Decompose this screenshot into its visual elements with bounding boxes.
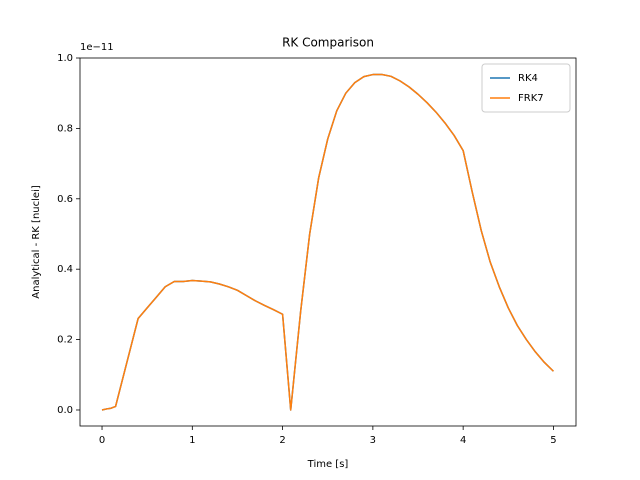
x-tick-label: 5 (550, 435, 556, 446)
x-axis-label: Time [s] (307, 459, 349, 470)
legend-label: RK4 (518, 73, 538, 84)
y-tick-label: 0.4 (57, 264, 73, 275)
y-tick-label: 0.6 (57, 194, 73, 205)
y-tick-label: 0.8 (57, 123, 73, 134)
legend-label: FRK7 (518, 93, 544, 104)
y-offset-label: 1e−11 (80, 42, 114, 53)
y-tick-label: 1.0 (57, 53, 73, 64)
plot-frame (79, 57, 577, 427)
y-tick-label: 0.2 (57, 335, 73, 346)
data-line (101, 73, 554, 411)
data-line (101, 73, 554, 411)
x-tick-label: 3 (370, 435, 376, 446)
chart-title: RK Comparison (282, 36, 374, 50)
x-tick-label: 0 (99, 435, 105, 446)
y-axis-label: Analytical - RK [nuclei] (31, 185, 42, 299)
x-tick-label: 2 (279, 435, 285, 446)
y-tick-label: 0.0 (57, 405, 73, 416)
x-tick-label: 4 (460, 435, 466, 446)
legend-box (481, 63, 571, 113)
x-tick-label: 1 (189, 435, 195, 446)
